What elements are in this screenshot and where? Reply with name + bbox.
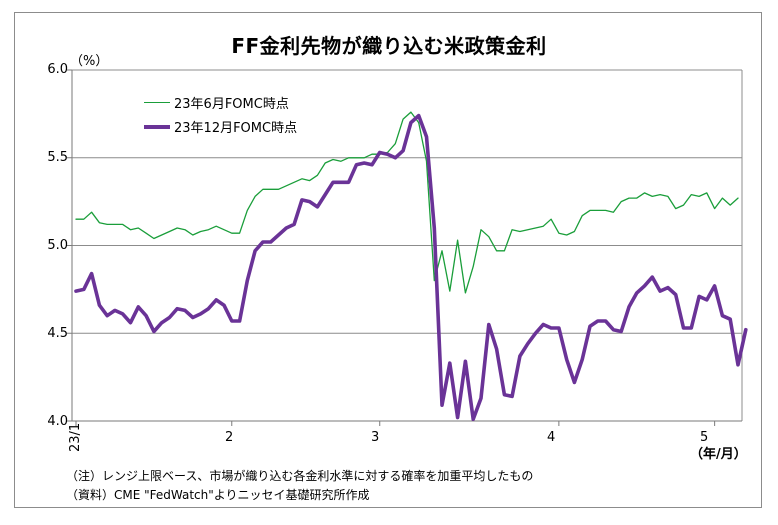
legend-label-june: 23年6月FOMC時点 bbox=[174, 97, 289, 112]
series-line-december bbox=[74, 113, 748, 422]
legend-swatch-december bbox=[144, 124, 170, 129]
y-tick-label: 6.0 bbox=[47, 62, 68, 77]
series-line-june bbox=[75, 111, 739, 294]
legend-swatch-june bbox=[144, 102, 170, 103]
y-tick-label: 4.5 bbox=[47, 326, 68, 341]
y-tick-label: 5.5 bbox=[47, 150, 68, 165]
y-tick-label: 5.0 bbox=[47, 238, 68, 253]
y-tick-label: 4.0 bbox=[47, 414, 68, 429]
x-tick-label: 3 bbox=[371, 430, 380, 445]
x-tick-label: 5 bbox=[700, 430, 709, 445]
y-axis-unit: （%） bbox=[70, 54, 109, 69]
footnote-source: （資料）CME "FedWatch"よりニッセイ基礎研究所作成 bbox=[66, 488, 370, 502]
footnote-note: （注）レンジ上限ベース、市場が織り込む各金利水準に対する確率を加重平均したもの bbox=[66, 469, 534, 483]
chart-frame bbox=[14, 12, 762, 508]
legend-item-december: 23年12月FOMC時点 bbox=[144, 117, 297, 136]
legend-item-june: 23年6月FOMC時点 bbox=[144, 93, 289, 112]
x-axis-unit: （年/月） bbox=[690, 447, 747, 462]
x-tick-label: 23/1 bbox=[68, 422, 83, 452]
chart-title: FF金利先物が織り込む米政策金利 bbox=[231, 34, 547, 58]
x-tick-label: 2 bbox=[225, 430, 234, 445]
legend-label-december: 23年12月FOMC時点 bbox=[174, 121, 298, 136]
x-tick-label: 4 bbox=[547, 430, 556, 445]
